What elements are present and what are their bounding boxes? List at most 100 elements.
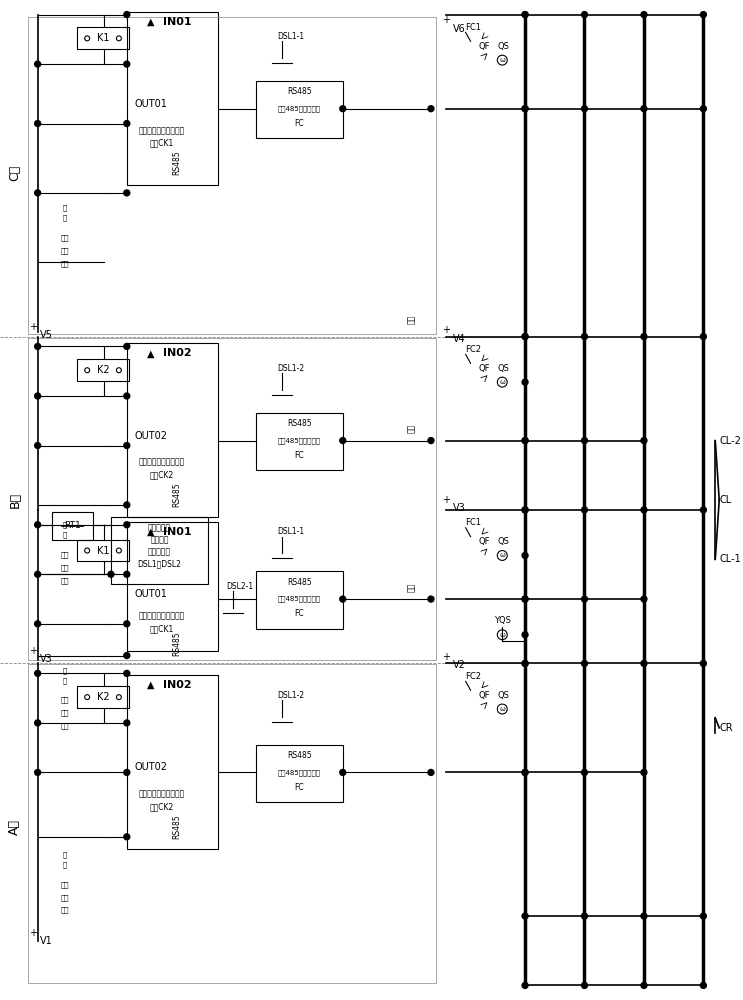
Text: QF: QF — [478, 537, 490, 546]
Text: QF: QF — [478, 364, 490, 373]
Text: RT1: RT1 — [64, 521, 81, 530]
Text: FC: FC — [294, 783, 304, 792]
Text: DSL1-1: DSL1-1 — [277, 32, 305, 41]
Circle shape — [641, 660, 647, 666]
Text: 第: 第 — [62, 667, 67, 674]
Text: ω: ω — [499, 552, 505, 558]
Circle shape — [124, 190, 130, 196]
Circle shape — [582, 982, 588, 988]
Circle shape — [124, 443, 130, 448]
Text: 联跳: 联跳 — [60, 881, 68, 888]
Text: A站: A站 — [8, 819, 22, 835]
Text: 联跳: 联跳 — [60, 551, 68, 558]
Circle shape — [701, 660, 707, 666]
Text: ω: ω — [499, 379, 505, 385]
Circle shape — [522, 913, 528, 919]
Circle shape — [35, 61, 41, 67]
Circle shape — [641, 769, 647, 775]
Text: +: + — [29, 322, 36, 332]
Text: 第二直流牵引保护测控: 第二直流牵引保护测控 — [138, 790, 184, 799]
Circle shape — [124, 834, 130, 840]
Text: FC: FC — [294, 451, 304, 460]
Text: 动作: 动作 — [60, 710, 68, 716]
Text: 第: 第 — [62, 851, 67, 858]
Text: 二: 二 — [62, 861, 67, 868]
Text: OUT01: OUT01 — [134, 589, 167, 599]
Circle shape — [522, 438, 528, 444]
Text: FC1: FC1 — [466, 23, 481, 32]
Text: 第一直流牵引保护测控: 第一直流牵引保护测控 — [138, 611, 184, 620]
Bar — [77, 686, 129, 708]
Text: RS485: RS485 — [172, 151, 181, 175]
Text: V6: V6 — [452, 24, 465, 34]
Bar — [256, 745, 343, 802]
Text: 第二直流牵引保护测控: 第二直流牵引保护测控 — [138, 458, 184, 467]
Text: 动作: 动作 — [60, 564, 68, 571]
Bar — [127, 12, 218, 185]
Text: FC: FC — [294, 119, 304, 128]
Circle shape — [124, 571, 130, 577]
Text: ω: ω — [499, 706, 505, 712]
Circle shape — [582, 596, 588, 602]
Circle shape — [35, 769, 41, 775]
Bar — [256, 571, 343, 629]
Text: 光纤: 光纤 — [406, 315, 415, 324]
Text: FC2: FC2 — [466, 345, 481, 354]
Bar — [77, 359, 129, 381]
Circle shape — [522, 334, 528, 340]
Circle shape — [35, 720, 41, 726]
Text: RS485: RS485 — [172, 815, 181, 839]
Circle shape — [522, 438, 528, 444]
Circle shape — [124, 343, 130, 349]
Circle shape — [124, 12, 130, 18]
Circle shape — [35, 121, 41, 127]
Circle shape — [340, 769, 345, 775]
Circle shape — [428, 596, 434, 602]
Circle shape — [641, 596, 647, 602]
Text: YQS: YQS — [494, 616, 510, 625]
Circle shape — [124, 653, 130, 659]
Text: DSL1-2: DSL1-2 — [277, 691, 305, 700]
Text: V5: V5 — [39, 330, 53, 340]
Text: RS485: RS485 — [287, 751, 311, 760]
Text: QS: QS — [497, 364, 509, 373]
Text: QF: QF — [478, 691, 490, 700]
Circle shape — [701, 913, 707, 919]
Text: 装置CK1: 装置CK1 — [149, 139, 174, 148]
Circle shape — [522, 12, 528, 18]
Circle shape — [35, 190, 41, 196]
Circle shape — [35, 621, 41, 627]
Circle shape — [522, 334, 528, 340]
Text: +: + — [442, 495, 450, 505]
Text: 光纤: 光纤 — [406, 583, 415, 592]
Text: ω: ω — [499, 57, 505, 63]
Text: IN01: IN01 — [163, 527, 192, 537]
Text: 动作: 动作 — [60, 894, 68, 901]
Circle shape — [522, 106, 528, 112]
Text: QF: QF — [478, 42, 490, 51]
Text: IN01: IN01 — [163, 17, 192, 27]
Text: +: + — [29, 928, 36, 938]
Text: 第: 第 — [62, 204, 67, 211]
Circle shape — [35, 343, 41, 349]
Text: RS485: RS485 — [287, 419, 311, 428]
Circle shape — [124, 670, 130, 676]
Bar — [127, 522, 218, 651]
Text: B站: B站 — [8, 492, 22, 508]
Circle shape — [124, 621, 130, 627]
Circle shape — [124, 61, 130, 67]
Text: CR: CR — [719, 723, 733, 733]
Bar — [77, 540, 129, 561]
Circle shape — [641, 913, 647, 919]
Circle shape — [340, 596, 345, 602]
Bar — [111, 517, 208, 584]
Circle shape — [522, 507, 528, 513]
Circle shape — [124, 121, 130, 127]
Text: 第: 第 — [62, 521, 67, 528]
Text: ▲: ▲ — [147, 17, 155, 27]
Text: 节点: 节点 — [60, 907, 68, 913]
Text: 第二485转光纤模块: 第二485转光纤模块 — [278, 437, 321, 444]
Text: 第二485转光纤模块: 第二485转光纤模块 — [278, 769, 321, 776]
Text: 第一485转光纤模块: 第一485转光纤模块 — [278, 105, 321, 112]
Circle shape — [582, 507, 588, 513]
